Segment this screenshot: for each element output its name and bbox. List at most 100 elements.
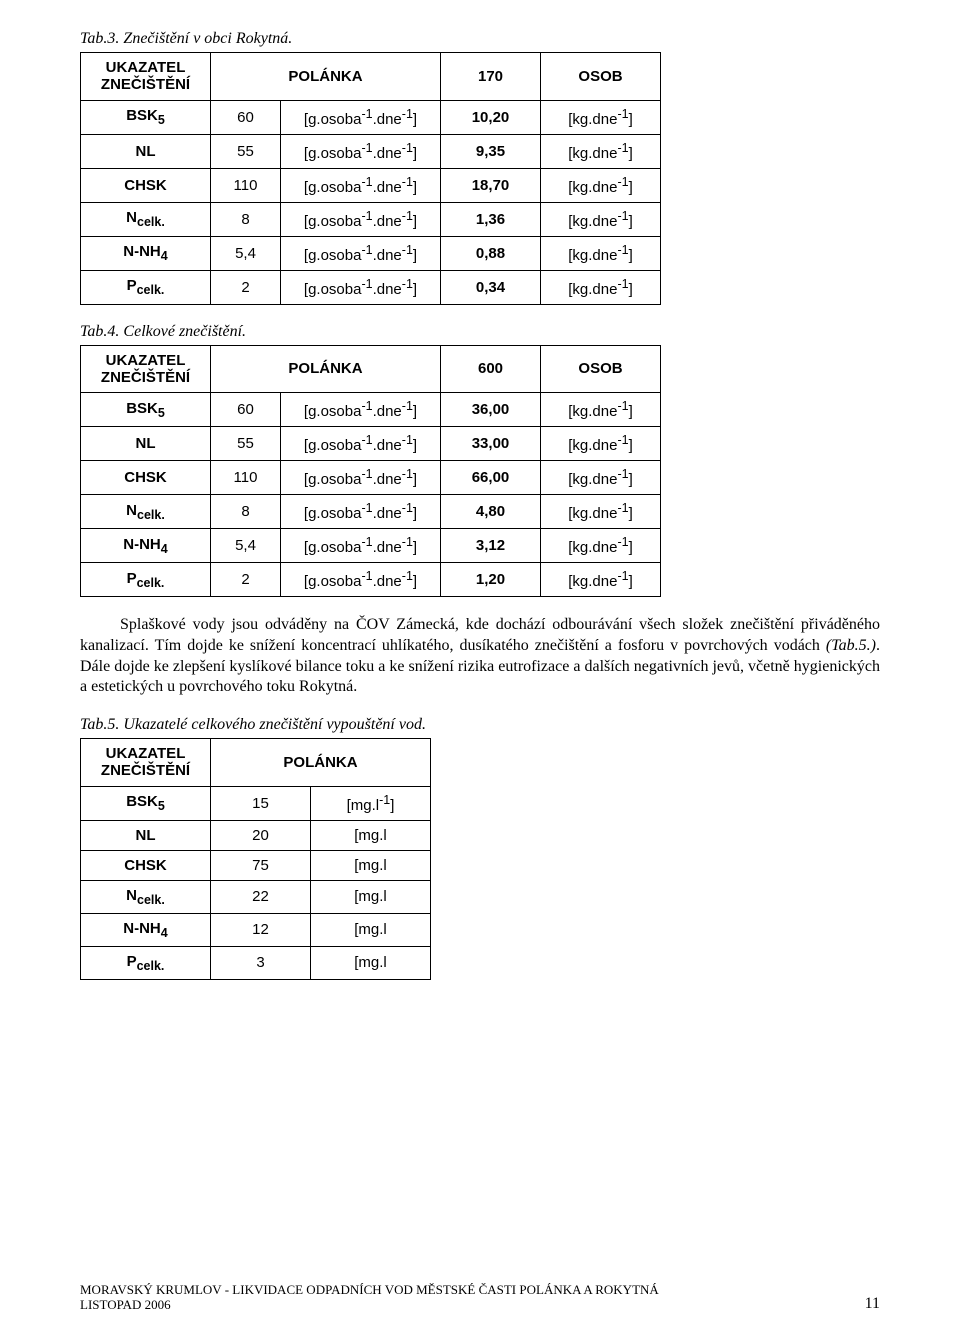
table5-indicator: N-NH4 xyxy=(81,913,211,946)
table-row: Ncelk.8[g.osoba-1.dne-1]1,36[kg.dne-1] xyxy=(81,202,661,236)
table4-unit1: [g.osoba-1.dne-1] xyxy=(281,393,441,427)
table3-unit2: [kg.dne-1] xyxy=(541,134,661,168)
table3-unit2: [kg.dne-1] xyxy=(541,168,661,202)
table3-value1: 2 xyxy=(211,270,281,304)
page-footer: MORAVSKÝ KRUMLOV - LIKVIDACE ODPADNÍCH V… xyxy=(80,1282,880,1313)
table4-value1: 5,4 xyxy=(211,529,281,563)
table5-unit: [mg.l xyxy=(311,913,431,946)
table4-value1: 60 xyxy=(211,393,281,427)
table4-indicator: Pcelk. xyxy=(81,563,211,597)
table4-indicator: Ncelk. xyxy=(81,495,211,529)
table5-indicator: Pcelk. xyxy=(81,946,211,979)
table3-indicator: N-NH4 xyxy=(81,236,211,270)
table4-h3: OSOB xyxy=(541,345,661,393)
table4-unit2: [kg.dne-1] xyxy=(541,461,661,495)
table4-h2: 600 xyxy=(441,345,541,393)
table5-unit: [mg.l xyxy=(311,850,431,880)
table5-value: 20 xyxy=(211,820,311,850)
footer-line2: LISTOPAD 2006 xyxy=(80,1297,659,1313)
table4-h0: UKAZATEL ZNEČIŠTĚNÍ xyxy=(81,345,211,393)
table3-value1: 110 xyxy=(211,168,281,202)
table4-indicator: CHSK xyxy=(81,461,211,495)
table4-unit1: [g.osoba-1.dne-1] xyxy=(281,495,441,529)
table4-unit2: [kg.dne-1] xyxy=(541,427,661,461)
table-row: NL55[g.osoba-1.dne-1]9,35[kg.dne-1] xyxy=(81,134,661,168)
table-row: N-NH412[mg.l xyxy=(81,913,431,946)
table-row: NL55[g.osoba-1.dne-1]33,00[kg.dne-1] xyxy=(81,427,661,461)
table-row: CHSK75[mg.l xyxy=(81,850,431,880)
table4-value2: 1,20 xyxy=(441,563,541,597)
table5-indicator: NL xyxy=(81,820,211,850)
table3-value1: 55 xyxy=(211,134,281,168)
table4-value1: 8 xyxy=(211,495,281,529)
table4-h0-l2: ZNEČIŠTĚNÍ xyxy=(91,369,200,386)
table3-indicator: NL xyxy=(81,134,211,168)
table-row: BSK515[mg.l-1] xyxy=(81,786,431,820)
table4-unit2: [kg.dne-1] xyxy=(541,393,661,427)
table4-unit2: [kg.dne-1] xyxy=(541,495,661,529)
footer-left: MORAVSKÝ KRUMLOV - LIKVIDACE ODPADNÍCH V… xyxy=(80,1282,659,1313)
table-row: BSK560[g.osoba-1.dne-1]10,20[kg.dne-1] xyxy=(81,100,661,134)
table5-indicator: CHSK xyxy=(81,850,211,880)
table4-unit1: [g.osoba-1.dne-1] xyxy=(281,563,441,597)
table3: UKAZATEL ZNEČIŠTĚNÍ POLÁNKA 170 OSOB BSK… xyxy=(80,52,661,305)
table3-unit1: [g.osoba-1.dne-1] xyxy=(281,100,441,134)
table4-unit2: [kg.dne-1] xyxy=(541,563,661,597)
table3-value2: 9,35 xyxy=(441,134,541,168)
table5-unit: [mg.l xyxy=(311,820,431,850)
table-row: NL20[mg.l xyxy=(81,820,431,850)
table4-h1: POLÁNKA xyxy=(211,345,441,393)
table3-unit1: [g.osoba-1.dne-1] xyxy=(281,270,441,304)
table-row: Ncelk.22[mg.l xyxy=(81,880,431,913)
table5-unit: [mg.l xyxy=(311,946,431,979)
table4-value1: 2 xyxy=(211,563,281,597)
table-row: BSK560[g.osoba-1.dne-1]36,00[kg.dne-1] xyxy=(81,393,661,427)
table3-value2: 0,34 xyxy=(441,270,541,304)
table3-value1: 60 xyxy=(211,100,281,134)
table4-value2: 36,00 xyxy=(441,393,541,427)
table4-indicator: BSK5 xyxy=(81,393,211,427)
table5-h0-l1: UKAZATEL xyxy=(91,745,200,762)
table3-unit1: [g.osoba-1.dne-1] xyxy=(281,202,441,236)
table4-unit1: [g.osoba-1.dne-1] xyxy=(281,529,441,563)
table3-h2: 170 xyxy=(441,53,541,101)
table5-h0: UKAZATEL ZNEČIŠTĚNÍ xyxy=(81,739,211,787)
table3-value2: 10,20 xyxy=(441,100,541,134)
table-row: N-NH45,4[g.osoba-1.dne-1]0,88[kg.dne-1] xyxy=(81,236,661,270)
table4-value1: 55 xyxy=(211,427,281,461)
table3-h0: UKAZATEL ZNEČIŠTĚNÍ xyxy=(81,53,211,101)
table5-indicator: Ncelk. xyxy=(81,880,211,913)
table4-unit2: [kg.dne-1] xyxy=(541,529,661,563)
table3-value2: 1,36 xyxy=(441,202,541,236)
footer-line1: MORAVSKÝ KRUMLOV - LIKVIDACE ODPADNÍCH V… xyxy=(80,1282,659,1298)
table3-unit2: [kg.dne-1] xyxy=(541,202,661,236)
table-row: Ncelk.8[g.osoba-1.dne-1]4,80[kg.dne-1] xyxy=(81,495,661,529)
table-row: Pcelk.2[g.osoba-1.dne-1]0,34[kg.dne-1] xyxy=(81,270,661,304)
table5-caption: Tab.5. Ukazatelé celkového znečištění vy… xyxy=(80,716,880,734)
table-row: N-NH45,4[g.osoba-1.dne-1]3,12[kg.dne-1] xyxy=(81,529,661,563)
table5-header-row: UKAZATEL ZNEČIŠTĚNÍ POLÁNKA xyxy=(81,739,431,787)
table3-value1: 5,4 xyxy=(211,236,281,270)
table-row: Pcelk.2[g.osoba-1.dne-1]1,20[kg.dne-1] xyxy=(81,563,661,597)
table-row: Pcelk.3[mg.l xyxy=(81,946,431,979)
table5-value: 22 xyxy=(211,880,311,913)
table3-unit2: [kg.dne-1] xyxy=(541,270,661,304)
table5-indicator: BSK5 xyxy=(81,786,211,820)
table4-indicator: N-NH4 xyxy=(81,529,211,563)
table3-h1: POLÁNKA xyxy=(211,53,441,101)
table5-h1: POLÁNKA xyxy=(211,739,431,787)
body-paragraph: Splaškové vody jsou odváděny na ČOV Záme… xyxy=(80,615,880,698)
table5: UKAZATEL ZNEČIŠTĚNÍ POLÁNKA BSK515[mg.l-… xyxy=(80,738,431,980)
table3-indicator: Ncelk. xyxy=(81,202,211,236)
table5-value: 3 xyxy=(211,946,311,979)
table3-indicator: CHSK xyxy=(81,168,211,202)
table3-value2: 0,88 xyxy=(441,236,541,270)
table5-unit: [mg.l xyxy=(311,880,431,913)
table3-value2: 18,70 xyxy=(441,168,541,202)
table4-unit1: [g.osoba-1.dne-1] xyxy=(281,427,441,461)
table5-value: 75 xyxy=(211,850,311,880)
table4-caption: Tab.4. Celkové znečištění. xyxy=(80,323,880,341)
table4-value2: 33,00 xyxy=(441,427,541,461)
table4-h0-l1: UKAZATEL xyxy=(91,352,200,369)
table4-unit1: [g.osoba-1.dne-1] xyxy=(281,461,441,495)
